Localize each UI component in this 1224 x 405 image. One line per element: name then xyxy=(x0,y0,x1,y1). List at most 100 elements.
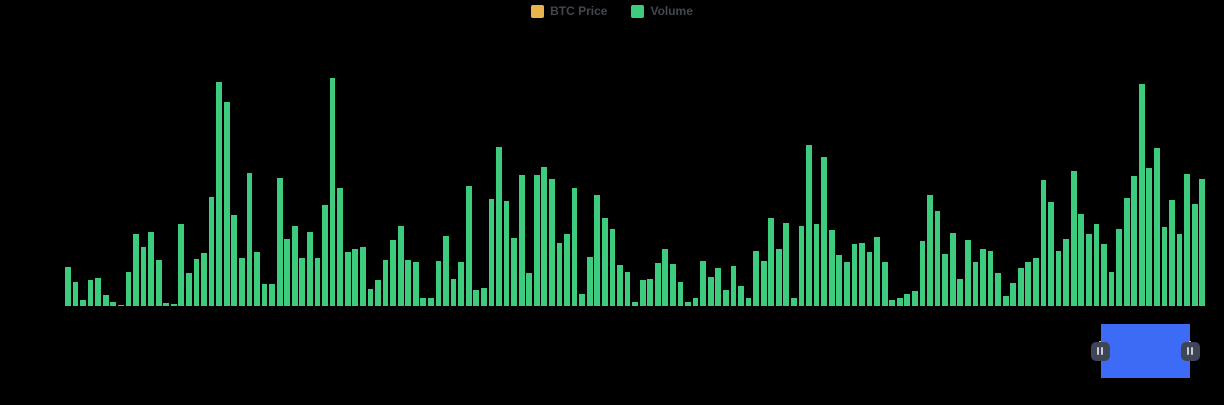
volume-bar xyxy=(117,305,124,306)
volume-bar xyxy=(87,280,94,306)
volume-bar xyxy=(995,273,1001,306)
datazoom-slider[interactable] xyxy=(1090,324,1200,378)
volume-bar xyxy=(496,147,502,306)
volume-bar xyxy=(450,279,457,306)
volume-bar xyxy=(1010,283,1017,306)
volume-bar xyxy=(1025,262,1032,306)
legend-item-btc-price[interactable]: BTC Price xyxy=(531,4,607,18)
volume-bar xyxy=(730,266,737,306)
volume-bar xyxy=(866,252,873,306)
volume-bar xyxy=(1002,296,1009,306)
volume-bar xyxy=(1138,84,1145,306)
pause-icon xyxy=(1191,347,1193,355)
volume-bar xyxy=(760,261,767,306)
volume-bar xyxy=(1101,244,1107,306)
volume-bar xyxy=(1146,168,1153,306)
volume-bar xyxy=(337,188,344,306)
volume-bar xyxy=(715,268,722,306)
pause-icon xyxy=(1097,347,1099,355)
volume-bar xyxy=(140,247,147,306)
legend-item-volume[interactable]: Volume xyxy=(631,4,693,18)
volume-bar xyxy=(1040,180,1047,306)
pause-icon xyxy=(1101,347,1103,355)
volume-bar xyxy=(412,262,419,306)
volume-bar xyxy=(518,175,525,306)
volume-bar xyxy=(420,298,427,306)
volume-bar xyxy=(322,205,328,306)
volume-bar xyxy=(707,277,714,306)
volume-bar xyxy=(987,251,994,306)
volume-bar xyxy=(473,290,480,306)
volume-bar xyxy=(601,218,608,306)
volume-bar xyxy=(957,279,964,306)
volume-bar xyxy=(1184,174,1191,306)
volume-bar xyxy=(155,260,162,306)
datazoom-left-handle[interactable] xyxy=(1090,341,1110,361)
volume-bar xyxy=(836,255,843,306)
volume-bar xyxy=(541,167,548,306)
volume-bar xyxy=(934,211,941,306)
volume-bar xyxy=(193,259,200,306)
volume-bar xyxy=(647,279,654,306)
volume-bar xyxy=(435,261,442,306)
volume-bar xyxy=(397,226,404,306)
volume-bar xyxy=(102,295,109,306)
volume-bar xyxy=(806,145,812,306)
volume-bar xyxy=(639,280,646,306)
datazoom-window[interactable] xyxy=(1101,324,1190,378)
volume-bar xyxy=(390,240,396,306)
volume-bar xyxy=(458,262,465,306)
volume-bar xyxy=(178,224,185,306)
volume-bar xyxy=(632,302,638,306)
volume-bar xyxy=(949,233,956,306)
volume-bar xyxy=(821,157,828,306)
volume-bar xyxy=(276,178,283,306)
datazoom-right-handle[interactable] xyxy=(1180,341,1200,361)
volume-bar xyxy=(843,262,850,306)
volume-bar xyxy=(299,258,306,306)
volume-bar xyxy=(549,179,555,306)
volume-bar xyxy=(1131,176,1138,306)
volume-bar xyxy=(1176,234,1183,306)
volume-bar xyxy=(980,249,986,306)
volume-bar xyxy=(72,282,79,306)
volume-bar xyxy=(95,278,102,306)
volume-bar xyxy=(579,294,586,306)
volume-bar xyxy=(511,238,517,306)
volume-bar xyxy=(745,298,752,306)
volume-bar xyxy=(352,249,359,306)
volume-bar-plot xyxy=(65,74,1207,306)
volume-bar xyxy=(1123,198,1130,306)
volume-bar xyxy=(359,247,366,306)
volume-bar xyxy=(533,175,540,306)
volume-bar xyxy=(329,78,336,306)
volume-bar xyxy=(231,215,238,306)
volume-swatch xyxy=(631,4,645,18)
volume-bar xyxy=(798,226,805,306)
volume-bar xyxy=(775,249,782,306)
volume-bar xyxy=(223,102,230,306)
volume-bar xyxy=(571,188,578,306)
volume-bar xyxy=(972,262,979,306)
volume-bar xyxy=(722,290,729,306)
volume-bar xyxy=(428,298,434,306)
volume-bar xyxy=(1108,272,1115,306)
volume-bar xyxy=(80,300,86,306)
volume-bar xyxy=(208,197,215,306)
pause-icon xyxy=(1187,347,1189,355)
volume-bar xyxy=(261,284,268,306)
volume-bar xyxy=(314,258,321,306)
volume-bar xyxy=(791,298,797,306)
volume-bar xyxy=(443,236,449,306)
volume-bar xyxy=(927,195,933,306)
volume-bar xyxy=(881,262,888,306)
volume-bar xyxy=(556,243,563,306)
volume-bar xyxy=(1070,171,1077,306)
volume-bar xyxy=(753,251,759,306)
volume-bar xyxy=(503,201,510,306)
volume-bar xyxy=(889,300,896,306)
volume-bar xyxy=(904,294,911,306)
volume-bar xyxy=(133,234,139,306)
volume-bar xyxy=(1017,268,1024,306)
volume-bar xyxy=(964,240,971,306)
